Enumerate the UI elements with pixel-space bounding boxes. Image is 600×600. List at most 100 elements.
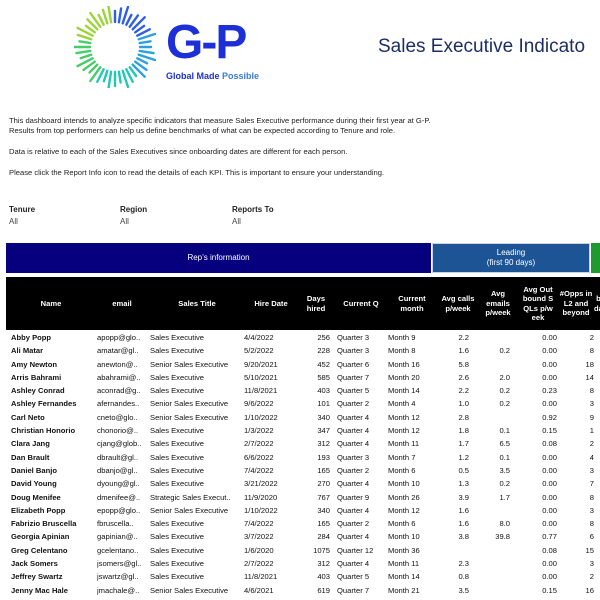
col-current-month[interactable]: Current month: [398, 294, 426, 313]
col-email[interactable]: email: [112, 298, 132, 308]
cell-current-q: Quarter 4: [337, 479, 370, 489]
cell-opps: 1: [589, 426, 594, 436]
table-row[interactable]: Jeffrey Swartz jswartz@gl.. Sales Executiv…: [6, 570, 600, 583]
cell-email: epopp@glo..: [97, 505, 141, 515]
cell-current-month: Month 14: [388, 386, 420, 396]
cell-email: abahrami@..: [97, 372, 141, 382]
cell-sales-title: Senior Sales Executive: [150, 585, 229, 595]
cell-current-month: Month 36: [388, 545, 420, 555]
cell-opps: 3: [589, 465, 594, 475]
col-opps-l2[interactable]: #Opps in L2 and beyond: [559, 289, 593, 318]
filter-tenure[interactable]: Tenure All: [9, 205, 36, 226]
col-name[interactable]: Name: [40, 298, 62, 308]
table-row[interactable]: Arris Bahrami abahrami@.. Sales Executive 5…: [6, 371, 600, 384]
table-row[interactable]: Dan Brault dbrault@gl.. Sales Executive 6/6…: [6, 451, 600, 464]
cell-current-month: Month 7: [388, 452, 416, 462]
cell-avg-calls: 2.2: [458, 386, 469, 396]
cell-opps: 4: [589, 452, 594, 462]
cell-name: Doug Menifee: [11, 492, 61, 502]
cell-current-month: Month 12: [388, 412, 420, 422]
cell-sales-title: Senior Sales Executive: [150, 399, 229, 409]
cell-avg-calls: 1.0: [458, 399, 469, 409]
col-current-q[interactable]: Current Q: [343, 298, 379, 308]
filter-region[interactable]: Region All: [120, 205, 148, 226]
cell-days-hired: 347: [317, 426, 330, 436]
table-row[interactable]: Amy Newton anewton@.. Senior Sales Executi…: [6, 358, 600, 371]
cell-opps: 2: [589, 572, 594, 582]
filter-reports-to[interactable]: Reports To All: [232, 205, 274, 226]
cell-hire-date: 9/20/2021: [244, 359, 278, 369]
cell-current-q: Quarter 4: [337, 412, 370, 422]
cell-current-q: Quarter 6: [337, 359, 370, 369]
cell-name: Greg Celentano: [11, 545, 68, 555]
table-row[interactable]: Abby Popp apopp@glo.. Sales Executive 4/4/2…: [6, 331, 600, 344]
table-row[interactable]: Ali Matar amatar@gl.. Sales Executive 5/2/2…: [6, 344, 600, 357]
col-avg-emails[interactable]: Avg emails p/week: [485, 289, 511, 318]
cell-avg-sqls: 0.15: [542, 585, 557, 595]
cell-sales-title: Sales Executive: [150, 559, 205, 569]
table-row[interactable]: Ashley Fernandes afernandes.. Senior Sales…: [6, 397, 600, 410]
col-hire-date[interactable]: Hire Date: [254, 298, 288, 308]
table-row[interactable]: Clara Jang cjang@glob.. Sales Executive 2/7…: [6, 437, 600, 450]
cell-avg-emails: 0.2: [499, 346, 510, 356]
col-days-hired[interactable]: Days hired: [306, 294, 326, 313]
cell-hire-date: 3/21/2022: [244, 479, 278, 489]
table-row[interactable]: Jack Somers jsomers@gl.. Sales Executive 2/…: [6, 557, 600, 570]
table-row[interactable]: Carl Neto cneto@glo.. Senior Sales Executi…: [6, 411, 600, 424]
table-row[interactable]: Christian Honorio chonorio@.. Sales Execut…: [6, 424, 600, 437]
cell-name: Ashley Fernandes: [11, 399, 77, 409]
table-row[interactable]: Jenny Mac Hale jmachale@.. Senior Sales Ex…: [6, 584, 600, 597]
cell-name: Daniel Banjo: [11, 465, 57, 475]
table-row[interactable]: Greg Celentano gcelentano.. Sales Executiv…: [6, 544, 600, 557]
cell-avg-sqls: 0.00: [542, 465, 557, 475]
cell-avg-sqls: 0.00: [542, 346, 557, 356]
col-avg-calls[interactable]: Avg calls p/week: [441, 294, 475, 313]
cell-hire-date: 1/10/2022: [244, 412, 278, 422]
cell-opps: 9: [589, 412, 594, 422]
cell-sales-title: Sales Executive: [150, 572, 205, 582]
cell-days-hired: 340: [317, 505, 330, 515]
cell-name: Dan Brault: [11, 452, 50, 462]
cell-current-q: Quarter 3: [337, 346, 370, 356]
table-row[interactable]: Georgia Apinian gapinian@.. Sales Executiv…: [6, 530, 600, 543]
cell-opps: 15: [585, 545, 594, 555]
table-row[interactable]: Daniel Banjo dbanjo@gl.. Sales Executive 7/…: [6, 464, 600, 477]
cell-opps: 2: [589, 439, 594, 449]
table-row[interactable]: David Young dyoung@gl.. Sales Executive 3/2…: [6, 477, 600, 490]
cell-name: Amy Newton: [11, 359, 57, 369]
cell-days-hired: 284: [317, 532, 330, 542]
cell-current-q: Quarter 12: [337, 545, 374, 555]
cell-avg-sqls: 0.00: [542, 559, 557, 569]
page-title: Sales Executive Indicato: [378, 36, 586, 57]
cell-avg-sqls: 0.00: [542, 519, 557, 529]
cell-hire-date: 9/6/2022: [244, 399, 274, 409]
cell-current-q: Quarter 4: [337, 559, 370, 569]
cell-hire-date: 7/4/2022: [244, 519, 274, 529]
col-avg-outbound-sqls[interactable]: Avg Out bound S QLs p/w eek: [522, 284, 554, 323]
cell-sales-title: Sales Executive: [150, 426, 205, 436]
table-row[interactable]: Ashley Conrad aconrad@g.. Sales Executive 1…: [6, 384, 600, 397]
cell-current-month: Month 12: [388, 426, 420, 436]
cell-avg-sqls: 0.00: [542, 452, 557, 462]
cell-sales-title: Sales Executive: [150, 479, 205, 489]
table-row[interactable]: Doug Menifee dmenifee@.. Strategic Sales E…: [6, 491, 600, 504]
cell-opps: 3: [589, 505, 594, 515]
col-sales-title[interactable]: Sales Title: [178, 298, 216, 308]
table-row[interactable]: Fabrizio Bruscella fbruscella.. Sales Exec…: [6, 517, 600, 530]
cell-opps: 2: [589, 333, 594, 342]
cell-current-month: Month 10: [388, 479, 420, 489]
cell-avg-emails: 3.5: [499, 465, 510, 475]
cell-sales-title: Sales Executive: [150, 333, 205, 342]
cell-days-hired: 101: [317, 399, 330, 409]
table-row[interactable]: Elizabeth Popp epopp@glo.. Senior Sales Ex…: [6, 504, 600, 517]
cell-current-q: Quarter 5: [337, 572, 370, 582]
cell-avg-emails: 2.0: [499, 372, 510, 382]
cell-sales-title: Sales Executive: [150, 346, 205, 356]
cell-avg-emails: 6.5: [499, 439, 510, 449]
cell-hire-date: 11/9/2020: [244, 492, 278, 502]
cell-avg-calls: 3.5: [458, 585, 469, 595]
cell-current-month: Month 8: [388, 346, 416, 356]
cell-current-q: Quarter 4: [337, 532, 370, 542]
cell-current-month: Month 21: [388, 585, 420, 595]
cell-name: Carl Neto: [11, 412, 45, 422]
